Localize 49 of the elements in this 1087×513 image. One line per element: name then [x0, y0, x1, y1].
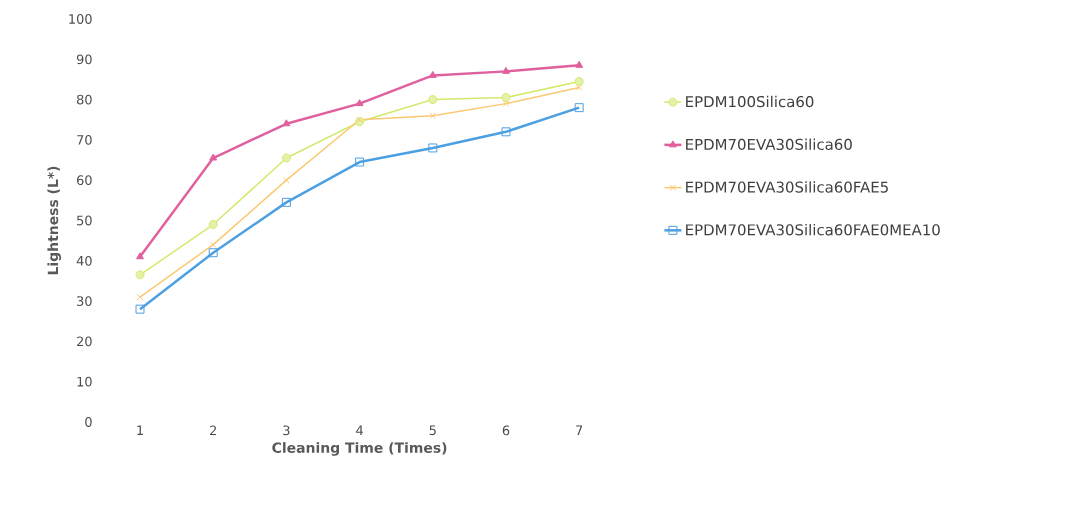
- y-tick-label: 80: [76, 94, 92, 105]
- point: [208, 248, 218, 258]
- point: [281, 153, 291, 163]
- point: [135, 270, 145, 280]
- y-tick-label: 50: [77, 215, 92, 226]
- point: [209, 153, 218, 161]
- point: [355, 99, 364, 107]
- y-tick-label: 40: [76, 255, 92, 266]
- point: [428, 95, 438, 105]
- point: [502, 100, 510, 107]
- point: [428, 70, 437, 78]
- legend-label: EPDM70EVA30Silica60FAE5: [686, 181, 888, 193]
- legend-label: EPDM100Silica60: [686, 95, 814, 108]
- x-axis-title: Cleaning Time (Times): [272, 442, 447, 456]
- x-tick-label: 5: [429, 425, 436, 436]
- point: [136, 252, 144, 260]
- y-tick-label: 20: [77, 336, 92, 347]
- point: [501, 93, 511, 103]
- legend-label: EPDM70EVA30Silica60FAE0MEA10: [686, 223, 940, 236]
- y-tick-label: 0: [85, 417, 92, 427]
- point: [428, 143, 438, 153]
- x-tick-label: 1: [137, 425, 143, 435]
- x-tick-label: 2: [210, 425, 217, 436]
- point: [574, 103, 584, 113]
- point: [281, 197, 291, 207]
- y-tick-label: 10: [77, 376, 92, 387]
- x-tick-label: 4: [356, 425, 363, 435]
- point: [575, 60, 584, 68]
- point: [282, 119, 291, 127]
- point: [502, 66, 510, 74]
- point: [208, 220, 218, 229]
- x-tick-label: 7: [576, 425, 583, 435]
- x-tick-label: 6: [502, 425, 510, 436]
- point: [355, 157, 365, 167]
- y-axis-title: Lightness (L*): [47, 166, 62, 275]
- y-tick-label: 100: [69, 14, 92, 24]
- y-tick-label: 90: [76, 54, 92, 65]
- point: [135, 304, 145, 314]
- point: [574, 76, 584, 86]
- y-tick-label: 70: [77, 134, 92, 145]
- point: [501, 127, 511, 137]
- point: [429, 112, 437, 120]
- y-tick-label: 30: [77, 296, 92, 306]
- y-tick-label: 60: [77, 175, 92, 186]
- legend-label: EPDM70EVA30Silica60: [686, 138, 852, 151]
- point: [283, 176, 290, 184]
- point: [209, 241, 217, 248]
- x-tick-label: 3: [283, 425, 290, 436]
- point: [575, 84, 583, 91]
